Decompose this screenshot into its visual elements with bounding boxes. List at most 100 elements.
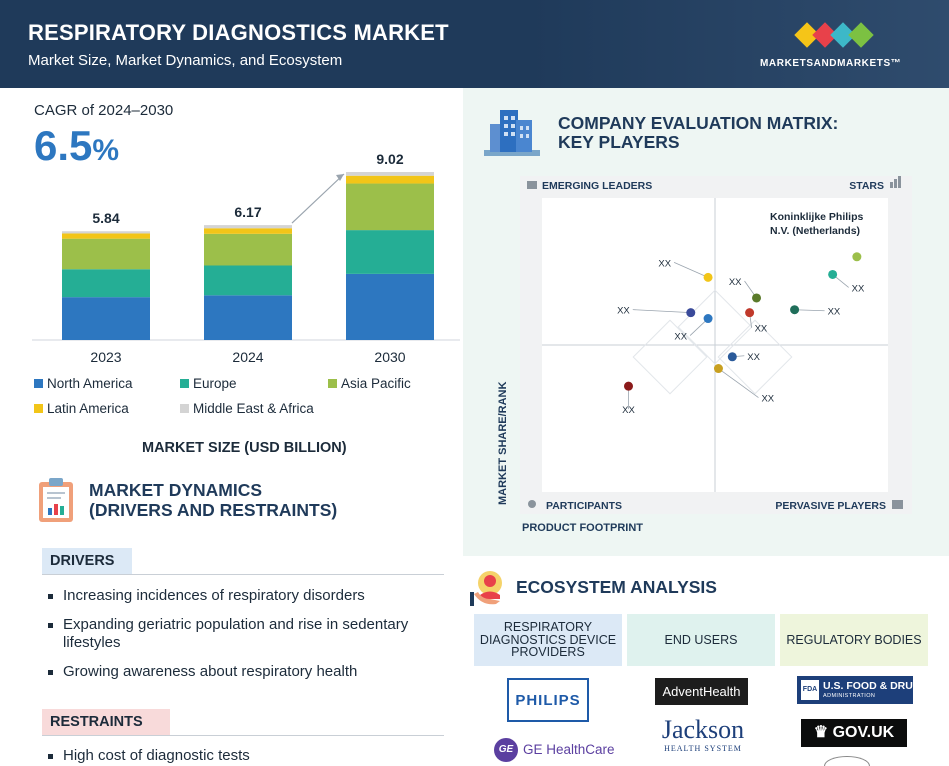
page-subtitle: Market Size, Market Dynamics, and Ecosys… xyxy=(28,52,343,69)
matrix-point-label: XX xyxy=(755,324,768,335)
header-shade xyxy=(529,0,949,88)
fda-logo-subtext: ADMINISTRATION xyxy=(823,693,876,699)
jackson-health-logo: Jackson HEALTH SYSTEM xyxy=(656,716,750,762)
stars-icon xyxy=(890,182,893,188)
bar-segment xyxy=(204,295,292,340)
restraints-list: High cost of diagnostic tests xyxy=(46,747,446,766)
highlight-company-label: N.V. (Netherlands) xyxy=(770,225,860,237)
gov-uk-text: GOV.UK xyxy=(832,724,895,741)
legend-label: Latin America xyxy=(47,401,129,416)
matrix-point xyxy=(752,293,762,303)
legend-swatch xyxy=(328,379,337,388)
category-tick-label: 2024 xyxy=(232,349,263,365)
legend-item: Latin America xyxy=(34,401,129,416)
matrix-point-label: XX xyxy=(761,394,774,405)
bar-segment xyxy=(62,297,150,340)
matrix-point xyxy=(686,308,696,318)
restraint-item: High cost of diagnostic tests xyxy=(46,747,446,765)
drivers-list: Increasing incidences of respiratory dis… xyxy=(46,587,446,692)
crown-icon: ♛ xyxy=(813,724,829,741)
adventhealth-logo: AdventHealth xyxy=(655,678,748,705)
quadrant-stars: STARS xyxy=(849,180,884,192)
market-dynamics-title-line2: (DRIVERS AND RESTRAINTS) xyxy=(89,500,338,520)
cagr-unit: % xyxy=(92,134,120,167)
matrix-point xyxy=(703,272,713,282)
bar-segment xyxy=(204,228,292,234)
category-tick-label: 2023 xyxy=(90,349,121,365)
fda-logo: FDA U.S. FOOD & DRUG ADMINISTRATION xyxy=(797,676,921,704)
matrix-point xyxy=(852,252,862,262)
legend-item: Europe xyxy=(180,376,237,391)
jackson-logo-subtext: HEALTH SYSTEM xyxy=(664,744,742,753)
page-title: RESPIRATORY DIAGNOSTICS MARKET xyxy=(28,20,449,45)
legend-label: Asia Pacific xyxy=(341,376,411,391)
legend-swatch xyxy=(180,404,189,413)
matrix-leader-line xyxy=(718,368,759,398)
matrix-point-label: XX xyxy=(658,258,671,269)
eco-column-device-providers: RESPIRATORY DIAGNOSTICS DEVICE PROVIDERS xyxy=(474,614,622,666)
matrix-guide-diamond xyxy=(632,319,708,395)
matrix-point-label: XX xyxy=(747,352,760,363)
bar-total-label: 6.17 xyxy=(234,204,261,220)
bar-total-label: 9.02 xyxy=(376,151,403,167)
emerging-leaders-icon xyxy=(527,181,537,189)
matrix-point xyxy=(745,308,755,318)
matrix-point xyxy=(713,364,723,374)
market-size-chart: 5.84 2023 6.17 2024 9.02 2030 xyxy=(20,140,460,370)
restraints-tag: RESTRAINTS xyxy=(42,709,170,735)
matrix-point-label: XX xyxy=(852,283,865,294)
matrix-point xyxy=(727,352,737,362)
matrix-svg: EMERGING LEADERS STARS PARTICIPANTS PERVASI… xyxy=(520,176,912,514)
matrix-title-line2: KEY PLAYERS xyxy=(558,132,680,152)
bar-segment xyxy=(346,172,434,176)
stars-icon-bar xyxy=(894,179,897,188)
jackson-logo-text: Jackson xyxy=(661,715,745,744)
legend-item: Asia Pacific xyxy=(328,376,411,391)
bar-total-label: 5.84 xyxy=(92,210,119,226)
cagr-label: CAGR of 2024–2030 xyxy=(34,102,174,119)
driver-item: Expanding geriatric population and rise … xyxy=(46,616,446,652)
chart-axis-label: MARKET SIZE (USD BILLION) xyxy=(142,440,347,456)
header-banner: RESPIRATORY DIAGNOSTICS MARKET Market Si… xyxy=(0,0,949,88)
bar-segment xyxy=(346,230,434,274)
restraints-divider xyxy=(42,735,444,736)
bar-segment xyxy=(62,238,150,270)
matrix-x-axis-label: PRODUCT FOOTPRINT xyxy=(522,522,643,534)
driver-item: Growing awareness about respiratory heal… xyxy=(46,663,446,681)
pervasive-players-icon xyxy=(892,500,903,509)
philips-logo-text: PHILIPS xyxy=(515,692,581,709)
legend-item: North America xyxy=(34,376,133,391)
matrix-leader-line xyxy=(632,309,691,314)
eco-column-regulatory-bodies: REGULATORY BODIES xyxy=(780,614,928,666)
philips-logo: PHILIPS xyxy=(507,678,589,722)
drivers-tag: DRIVERS xyxy=(42,548,132,574)
fda-logo-text: U.S. FOOD & DRUG xyxy=(823,680,922,692)
ecosystem-title: ECOSYSTEM ANALYSIS xyxy=(516,577,717,597)
cagr-number: 6.5 xyxy=(34,122,93,169)
ecosystem-person-icon xyxy=(470,571,502,606)
legend-label: Middle East & Africa xyxy=(193,401,314,416)
logo-diamonds-icon xyxy=(794,22,874,48)
legend-item: Middle East & Africa xyxy=(180,401,314,416)
driver-item: Increasing incidences of respiratory dis… xyxy=(46,587,446,605)
growth-arrow-head xyxy=(336,174,344,181)
market-dynamics-title: MARKET DYNAMICS (DRIVERS AND RESTRAINTS) xyxy=(89,480,337,520)
buildings-icon xyxy=(484,110,540,156)
bar-segment xyxy=(204,265,292,296)
matrix-guide-diamond xyxy=(677,289,753,365)
legend-swatch xyxy=(34,404,43,413)
matrix-point xyxy=(828,269,838,279)
matrix-guide-diamond xyxy=(717,319,793,395)
market-dynamics-title-line1: MARKET DYNAMICS xyxy=(89,480,263,500)
fda-mark-icon: FDA xyxy=(801,680,819,700)
logo-text: MARKETSANDMARKETS™ xyxy=(760,58,902,69)
regulator-seal-icon xyxy=(824,756,870,766)
clipboard-chart-icon xyxy=(39,478,73,522)
bar-segment xyxy=(346,183,434,231)
matrix-leader-line xyxy=(673,262,709,278)
bar-segment xyxy=(62,231,150,234)
quadrant-participants: PARTICIPANTS xyxy=(546,500,622,512)
market-size-svg: 5.84 2023 6.17 2024 9.02 2030 xyxy=(32,151,460,365)
stars-icon-bar xyxy=(898,176,901,188)
matrix-y-axis-label: MARKET SHARE/RANK xyxy=(497,381,509,505)
